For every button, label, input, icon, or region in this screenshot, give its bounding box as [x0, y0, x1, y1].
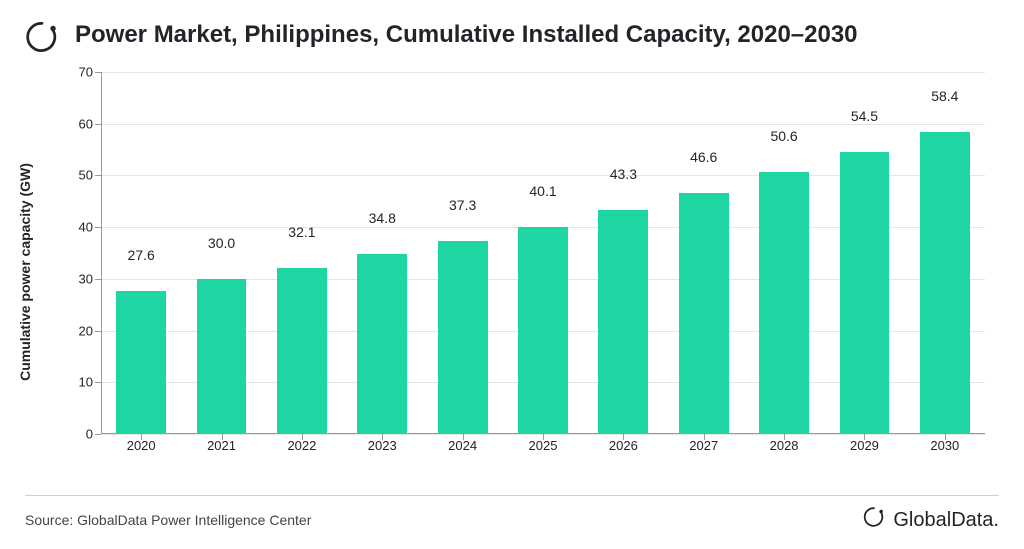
- bar-value-label: 43.3: [610, 166, 637, 188]
- bar-value-label: 34.8: [369, 210, 396, 232]
- y-tick-label: 0: [86, 427, 93, 442]
- y-tick-label: 50: [79, 168, 93, 183]
- footer: Source: GlobalData Power Intelligence Ce…: [25, 495, 999, 534]
- globaldata-logo-icon: [25, 20, 59, 54]
- y-tick-labels: 0 10 20 30 40 50 60 70: [53, 64, 93, 464]
- bar-value-label: 50.6: [770, 128, 797, 150]
- value-labels: 27.6 30.0 32.1 34.8 37.3 40.1 43.3 46.6 50.6 54.5…: [101, 72, 985, 434]
- bar-value-label: 40.1: [529, 183, 556, 205]
- y-tick-label: 40: [79, 220, 93, 235]
- plot-area: 27.6 30.0 32.1 34.8 37.3 40.1 43.3 46.6 50.6 54.5…: [101, 72, 985, 434]
- y-tick-label: 60: [79, 116, 93, 131]
- bar-value-label: 32.1: [288, 224, 315, 246]
- x-tick-label: 2022: [287, 438, 316, 453]
- bar-value-label: 30.0: [208, 235, 235, 257]
- x-tick-label: 2025: [529, 438, 558, 453]
- y-axis-title: Cumulative power capacity (GW): [17, 163, 33, 381]
- x-tick-label: 2021: [207, 438, 236, 453]
- bar-value-label: 54.5: [851, 108, 878, 130]
- y-tick-mark: [95, 434, 101, 435]
- bar-value-label: 46.6: [690, 149, 717, 171]
- brand-text: GlobalData.: [893, 509, 999, 532]
- page: Power Market, Philippines, Cumulative In…: [0, 0, 1024, 549]
- source-text: Source: GlobalData Power Intelligence Ce…: [25, 512, 311, 528]
- y-tick-label: 70: [79, 65, 93, 80]
- x-tick-label: 2027: [689, 438, 718, 453]
- y-tick-label: 10: [79, 375, 93, 390]
- globaldata-brand-icon: [863, 506, 885, 534]
- x-axis-line: [101, 433, 985, 434]
- x-tick-label: 2029: [850, 438, 879, 453]
- x-tick-label: 2026: [609, 438, 638, 453]
- y-tick-label: 30: [79, 271, 93, 286]
- x-tick-labels: 2020 2021 2022 2023 2024 2025 2026 2027 2028 2029…: [101, 438, 985, 462]
- x-tick-label: 2024: [448, 438, 477, 453]
- bar-value-label: 37.3: [449, 197, 476, 219]
- brand: GlobalData.: [863, 506, 999, 534]
- x-tick-label: 2028: [770, 438, 799, 453]
- y-axis-line: [101, 72, 102, 434]
- bar-value-label: 27.6: [128, 247, 155, 269]
- chart-title: Power Market, Philippines, Cumulative In…: [75, 20, 858, 50]
- header: Power Market, Philippines, Cumulative In…: [25, 20, 999, 54]
- x-tick-label: 2030: [930, 438, 959, 453]
- chart: Cumulative power capacity (GW) 010203040…: [35, 64, 995, 464]
- y-tick-label: 20: [79, 323, 93, 338]
- x-tick-label: 2023: [368, 438, 397, 453]
- x-tick-label: 2020: [127, 438, 156, 453]
- bar-value-label: 58.4: [931, 88, 958, 110]
